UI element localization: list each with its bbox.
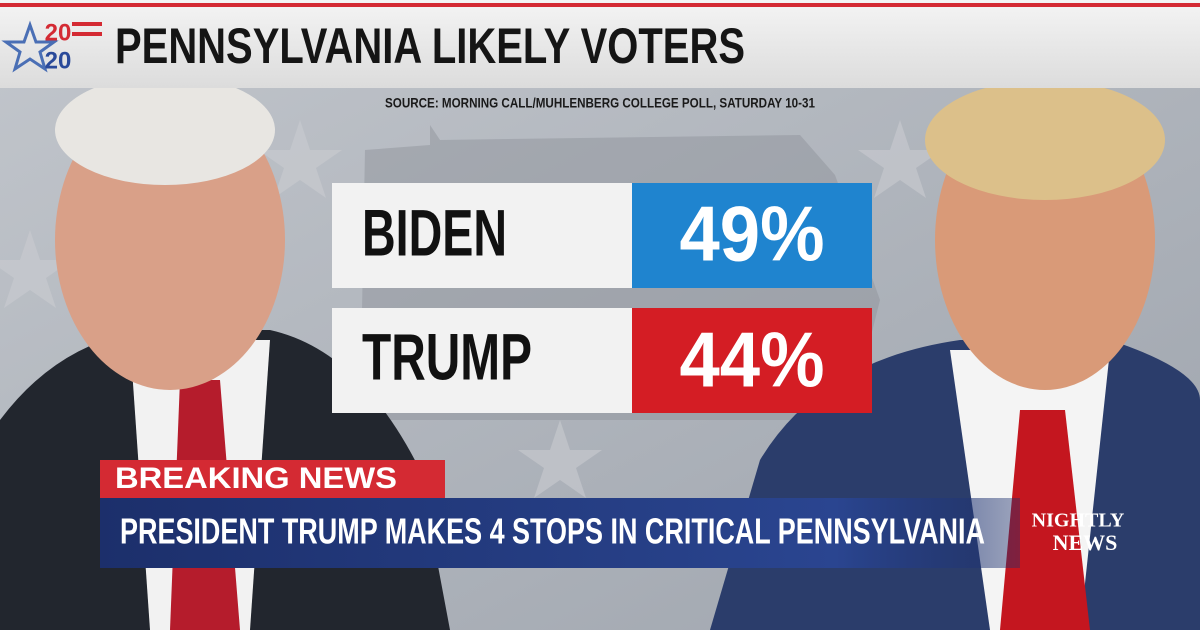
network-logo-line: NIGHTLY [1032,510,1125,532]
source: SOURCE: MORNING CALL/MUHLENBERG COLLEGE … [385,95,815,111]
candidate-name: BIDEN [362,195,507,269]
name-cell [332,183,632,288]
headline-bar [100,498,1020,568]
candidate-value: 44% [680,316,825,404]
logo-year-bottom: 20 [45,47,72,74]
candidate-value: 49% [680,190,825,278]
header-bar [0,0,1200,88]
header-title: PENNSYLVANIA LIKELY VOTERS [115,18,745,74]
logo: 20 20 [1,19,102,74]
headline: PRESIDENT TRUMP MAKES 4 STOPS IN CRITICA… [120,511,985,552]
breaking-bar [100,460,445,498]
name-cell [332,308,632,413]
header-stripe [0,3,1200,7]
value-cell [632,183,872,288]
value-cell [632,308,872,413]
logo-year-top: 20 [45,19,72,46]
breaking-label: BREAKING NEWS [115,462,397,495]
network-logo-line: NEWS [1053,530,1118,555]
network-logo: NIGHTLY NEWS [1032,510,1125,555]
stars [0,120,942,498]
candidate-name: TRUMP [362,319,532,393]
